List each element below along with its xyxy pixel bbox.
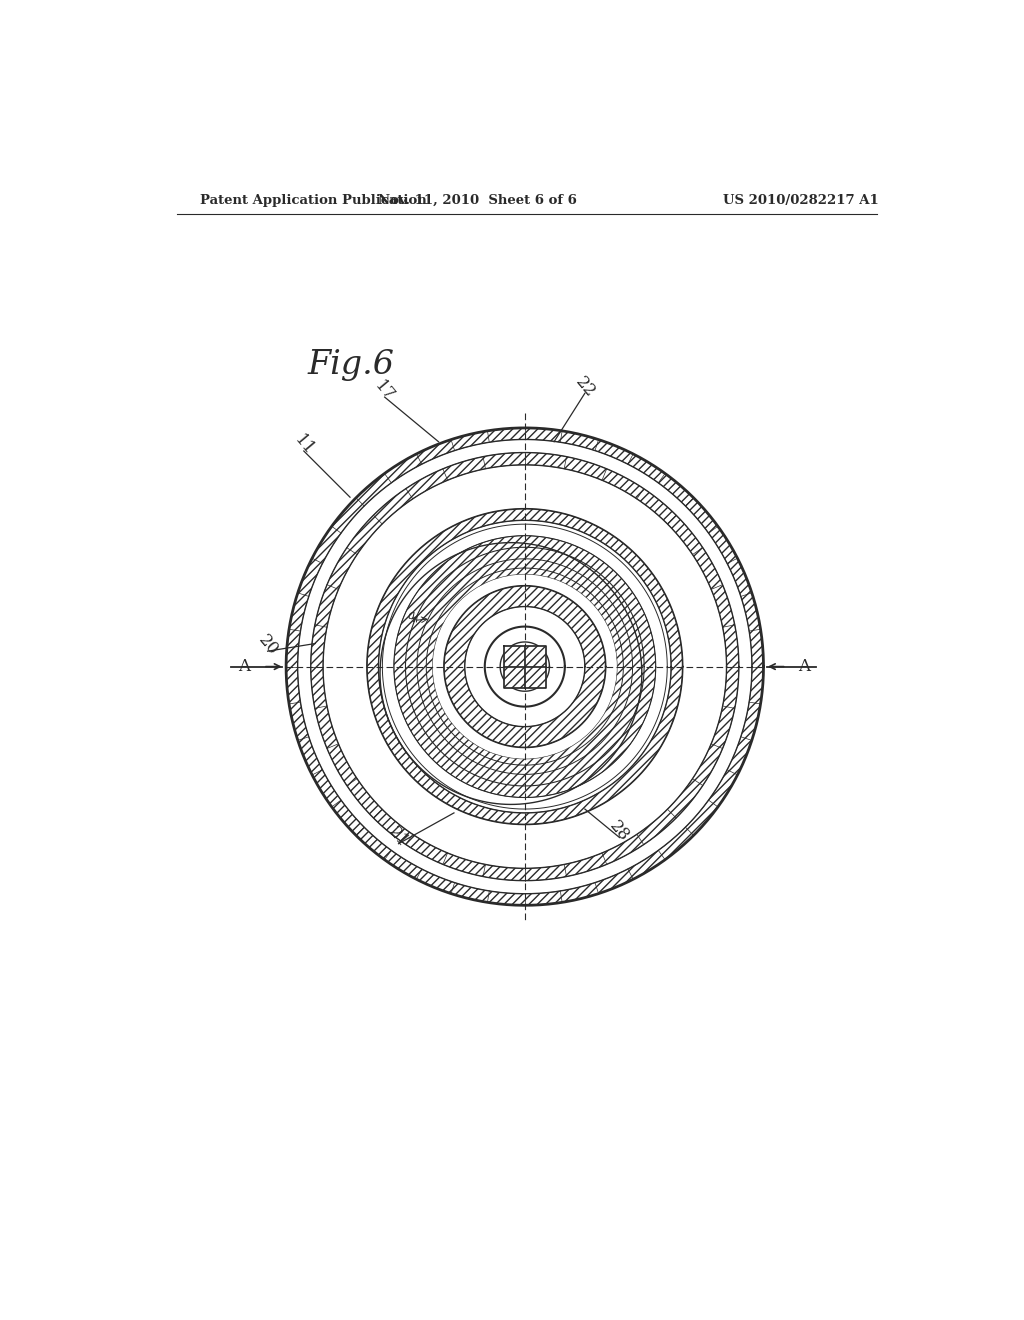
Polygon shape bbox=[524, 667, 546, 688]
Text: A: A bbox=[239, 659, 251, 675]
Polygon shape bbox=[504, 667, 524, 688]
Wedge shape bbox=[286, 428, 764, 906]
Wedge shape bbox=[310, 453, 739, 880]
Text: 11: 11 bbox=[291, 432, 317, 458]
Wedge shape bbox=[444, 586, 605, 747]
Text: 28: 28 bbox=[606, 818, 633, 845]
Wedge shape bbox=[367, 508, 683, 825]
Text: 21: 21 bbox=[385, 824, 412, 851]
Text: Patent Application Publication: Patent Application Publication bbox=[200, 194, 427, 207]
Text: A: A bbox=[799, 659, 810, 675]
Wedge shape bbox=[394, 536, 655, 797]
Text: 20: 20 bbox=[254, 631, 281, 659]
Text: a: a bbox=[408, 609, 416, 622]
Text: Fig.6: Fig.6 bbox=[307, 348, 394, 381]
Polygon shape bbox=[504, 645, 524, 667]
Text: 22: 22 bbox=[571, 374, 598, 401]
Text: US 2010/0282217 A1: US 2010/0282217 A1 bbox=[723, 194, 879, 207]
Polygon shape bbox=[524, 645, 546, 667]
Text: 17: 17 bbox=[372, 378, 398, 404]
Text: Nov. 11, 2010  Sheet 6 of 6: Nov. 11, 2010 Sheet 6 of 6 bbox=[378, 194, 577, 207]
